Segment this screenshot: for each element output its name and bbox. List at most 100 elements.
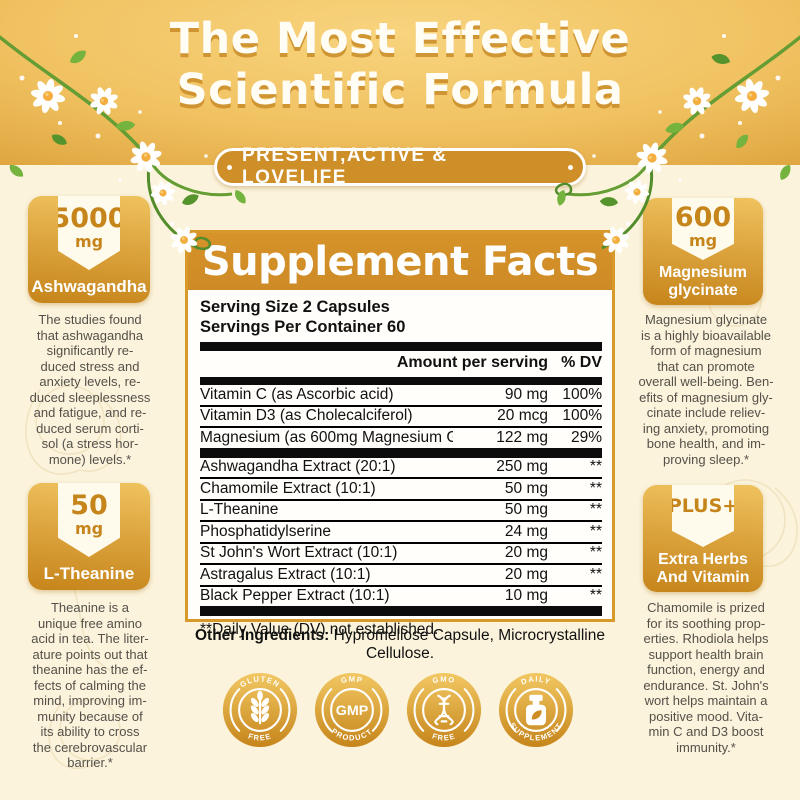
ingredient-dv: ** xyxy=(589,544,602,562)
gmo-free-seal: GMO FREE xyxy=(406,672,482,748)
servings-per-container: Servings Per Container 60 xyxy=(200,318,406,336)
svg-text:GMP: GMP xyxy=(340,674,364,685)
other-ingredients-text: Hypromellose Capsule, Microcrystalline C… xyxy=(329,627,605,662)
badge-label: Ashwagandha xyxy=(31,277,147,296)
ingredient-dv: 29% xyxy=(570,428,602,446)
magnesium-badge: 600 mg Magnesium glycinate xyxy=(643,198,763,305)
bottle-icon xyxy=(526,694,546,726)
divider-bar xyxy=(200,447,602,458)
badge-value: 600 xyxy=(674,202,732,233)
top-banner: The Most Effective Scientific Formula xyxy=(0,0,800,165)
facts-title: Supplement Facts xyxy=(201,238,599,285)
ingredient-dv: 100% xyxy=(562,407,602,425)
ingredient-amount: 20 mcg xyxy=(497,407,548,425)
ingredient-dv: 100% xyxy=(562,385,602,403)
ingredient-name: L-Theanine xyxy=(200,501,279,519)
svg-text:GMO: GMO xyxy=(432,675,457,686)
badge-value: PLUS+ xyxy=(667,495,739,517)
ingredient-name: Vitamin D3 (as Cholecalciferol) xyxy=(200,407,413,425)
ingredient-amount: 90 mg xyxy=(504,385,548,403)
ashwagandha-description: The studies found that ashwagandha signi… xyxy=(29,312,151,467)
ingredient-name: Astragalus Extract (10:1) xyxy=(200,565,371,583)
dna-icon xyxy=(434,694,454,726)
l-theanine-description: Theanine is a unique free amino acid in … xyxy=(31,600,149,770)
svg-text:FREE: FREE xyxy=(431,731,457,742)
badge-label: Magnesium glycinate xyxy=(658,264,747,299)
table-row: Chamomile Extract (10:1) 50 mg ** xyxy=(200,477,602,499)
column-header-row: Amount per serving % DV xyxy=(200,351,602,374)
supplement-facts-panel: Supplement Facts Serving Size 2 Capsules… xyxy=(185,230,615,638)
badge-unit: mg xyxy=(688,231,718,250)
badge-unit: mg xyxy=(74,232,104,251)
gmp-center-text: GMP xyxy=(336,703,369,719)
badge-label: Extra Herbs And Vitamin xyxy=(656,551,750,586)
ingredient-amount: 20 mg xyxy=(504,544,548,562)
gluten-free-seal: GLUTEN FREE xyxy=(222,672,298,748)
l-theanine-shield: 50 mg xyxy=(58,483,120,557)
other-ingredients: Other Ingredients: Hypromellose Capsule,… xyxy=(185,627,615,663)
table-row: Magnesium (as 600mg Magnesium Glycinate)… xyxy=(200,426,602,448)
ingredient-amount: 122 mg xyxy=(496,428,548,446)
wheat-icon xyxy=(250,690,270,725)
ingredient-amount: 50 mg xyxy=(504,501,548,519)
gmp-product-seal: GMP PRODUCT GMP xyxy=(314,672,390,748)
divider-bar xyxy=(200,342,602,351)
badge-unit: mg xyxy=(74,519,104,538)
seal-top-text: GMP xyxy=(340,674,363,685)
ingredient-amount: 50 mg xyxy=(504,479,548,497)
badge-label: L-Theanine xyxy=(43,564,135,583)
vitamin-rows: Vitamin C (as Ascorbic acid) 90 mg 100% … xyxy=(200,385,602,448)
ingredient-dv: ** xyxy=(589,587,602,605)
tagline-pill: PRESENT,ACTIVE & LOVELIFE xyxy=(214,145,586,188)
daily-supplement-seal: DAILY SUPPLEMENT xyxy=(498,672,574,748)
facts-body: Serving Size 2 Capsules Servings Per Con… xyxy=(188,290,612,639)
ingredient-amount: 10 mg xyxy=(504,587,548,605)
ingredient-name: Black Pepper Extract (10:1) xyxy=(200,587,390,605)
divider-bar xyxy=(200,606,602,616)
divider-bar xyxy=(200,377,602,385)
serving-size: Serving Size 2 Capsules xyxy=(200,298,390,316)
ingredient-name: Phosphatidylserine xyxy=(200,522,331,540)
ingredient-name: Chamomile Extract (10:1) xyxy=(200,479,376,497)
column-amount: Amount per serving xyxy=(396,354,548,371)
seal-bottom-text: FREE xyxy=(431,731,456,742)
table-row: Vitamin C (as Ascorbic acid) 90 mg 100% xyxy=(200,385,602,405)
ashwagandha-shield: 5000 mg xyxy=(58,196,120,270)
plus-shield: PLUS+ xyxy=(672,485,734,547)
badge-value: 5000 xyxy=(51,203,127,234)
ingredient-dv: ** xyxy=(589,522,602,540)
page-title: The Most Effective Scientific Formula xyxy=(169,14,631,115)
facts-header: Supplement Facts xyxy=(188,233,612,290)
table-row: Vitamin D3 (as Cholecalciferol) 20 mcg 1… xyxy=(200,404,602,427)
ingredient-name: Vitamin C (as Ascorbic acid) xyxy=(200,385,394,403)
pill-dot-left xyxy=(227,164,232,170)
table-row: Ashwagandha Extract (20:1) 250 mg ** xyxy=(200,458,602,478)
plus-description: Chamomile is prized for its soothing pro… xyxy=(643,600,769,755)
column-dv: % DV xyxy=(561,354,602,371)
ingredient-dv: ** xyxy=(589,458,602,476)
dv-footnote: **Daily Value (DV) not established. xyxy=(200,621,439,638)
ingredient-name: St John's Wort Extract (10:1) xyxy=(200,544,398,562)
table-row: Black Pepper Extract (10:1) 10 mg ** xyxy=(200,584,602,607)
l-theanine-badge: 50 mg L-Theanine xyxy=(28,483,150,590)
table-row: St John's Wort Extract (10:1) 20 mg ** xyxy=(200,541,602,564)
ingredient-amount: 20 mg xyxy=(504,565,548,583)
badge-value: 50 xyxy=(70,490,108,521)
other-ingredients-label: Other Ingredients: xyxy=(194,627,330,644)
seal-bottom-text: FREE xyxy=(247,731,272,742)
ingredient-amount: 24 mg xyxy=(504,522,548,540)
ingredient-name: Ashwagandha Extract (20:1) xyxy=(200,458,396,476)
tagline-text: PRESENT,ACTIVE & LOVELIFE xyxy=(241,145,448,188)
plus-badge: PLUS+ Extra Herbs And Vitamin xyxy=(643,485,763,592)
extract-rows: Ashwagandha Extract (20:1) 250 mg ** Cha… xyxy=(200,458,602,607)
table-row: Phosphatidylserine 24 mg ** xyxy=(200,520,602,542)
magnesium-shield: 600 mg xyxy=(672,198,734,260)
ingredient-dv: ** xyxy=(589,565,602,583)
pill-dot-right xyxy=(568,164,573,170)
seal-top-text: GMO xyxy=(432,675,456,686)
table-row: Astragalus Extract (10:1) 20 mg ** xyxy=(200,563,602,585)
ingredient-dv: ** xyxy=(589,479,602,497)
ingredient-dv: ** xyxy=(589,501,602,519)
ashwagandha-badge: 5000 mg Ashwagandha xyxy=(28,196,150,303)
